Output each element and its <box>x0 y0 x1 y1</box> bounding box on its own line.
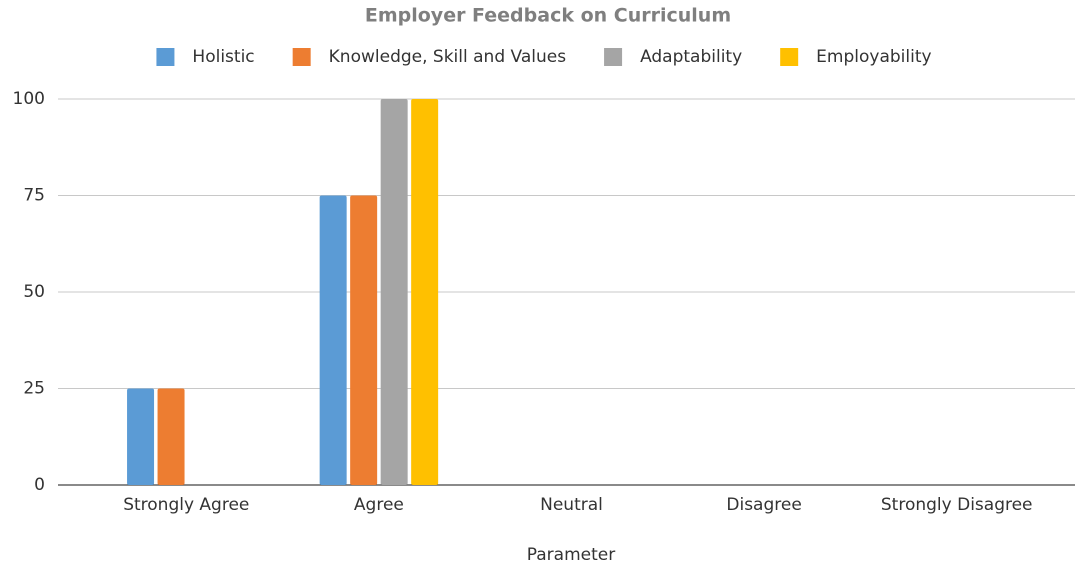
y-tick-label: 25 <box>23 379 45 399</box>
bar <box>319 195 347 485</box>
legend-swatch <box>292 48 311 66</box>
x-tick-label: Strongly Agree <box>123 495 249 515</box>
bar <box>411 99 439 485</box>
x-axis-title: Parameter <box>527 545 615 565</box>
y-tick-label: 50 <box>23 282 45 302</box>
bar <box>350 195 378 485</box>
bar <box>157 388 185 485</box>
x-tick-label: Disagree <box>726 495 801 515</box>
x-tick-label: Neutral <box>540 495 603 515</box>
legend-swatch <box>604 48 623 66</box>
x-tick-label: Agree <box>354 495 404 515</box>
bar <box>380 99 408 485</box>
x-tick-label: Strongly Disagree <box>881 495 1033 515</box>
legend-swatch <box>156 48 175 66</box>
y-tick-label: 100 <box>13 89 45 109</box>
legend-swatch <box>780 48 799 66</box>
legend-label: Employability <box>816 47 931 67</box>
chart-title: Employer Feedback on Curriculum <box>365 5 731 27</box>
y-tick-label: 0 <box>34 475 45 495</box>
legend-label: Knowledge, Skill and Values <box>329 47 567 67</box>
legend-label: Adaptability <box>640 47 742 67</box>
legend-label: Holistic <box>192 47 254 67</box>
y-tick-label: 75 <box>23 186 45 206</box>
bar <box>127 388 155 485</box>
